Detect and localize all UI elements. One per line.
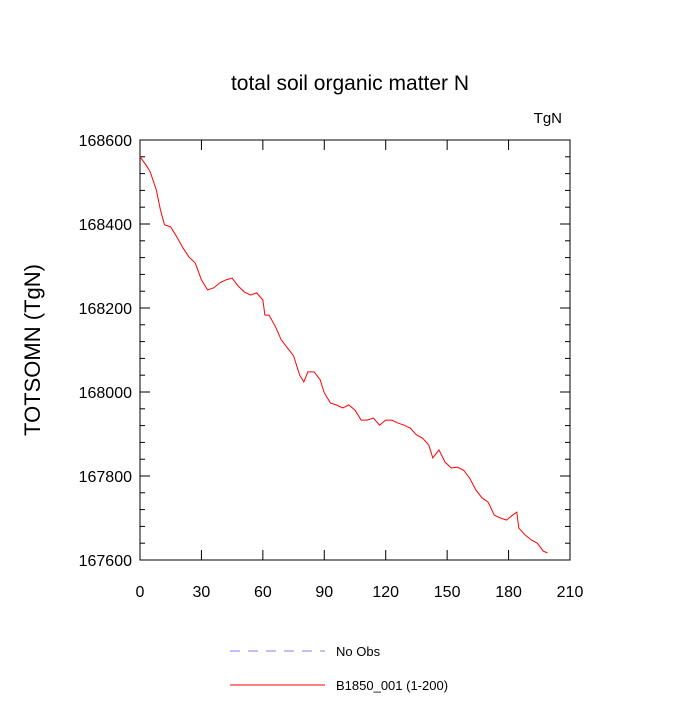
x-tick-label: 60 [254, 584, 272, 601]
y-axis-label: TOTSOMN (TgN) [20, 264, 45, 436]
y-tick-label: 168200 [79, 301, 132, 318]
y-tick-label: 167800 [79, 469, 132, 486]
chart-title: total soil organic matter N [231, 72, 469, 95]
y-tick-label: 168600 [79, 133, 132, 150]
x-tick-label: 30 [193, 584, 211, 601]
x-tick-label: 0 [136, 584, 145, 601]
y-tick-label: 168400 [79, 217, 132, 234]
x-tick-label: 150 [434, 584, 461, 601]
legend-label: B1850_001 (1-200) [336, 678, 448, 693]
units-label: TgN [534, 110, 562, 127]
y-tick-label: 168000 [79, 385, 132, 402]
x-tick-label: 120 [372, 584, 399, 601]
x-tick-label: 90 [315, 584, 333, 601]
y-tick-label: 167600 [79, 553, 132, 570]
plot-frame [139, 139, 571, 561]
data-line [139, 156, 548, 554]
x-tick-label: 210 [557, 584, 584, 601]
legend-label: No Obs [336, 644, 381, 659]
x-tick-label: 180 [495, 584, 522, 601]
